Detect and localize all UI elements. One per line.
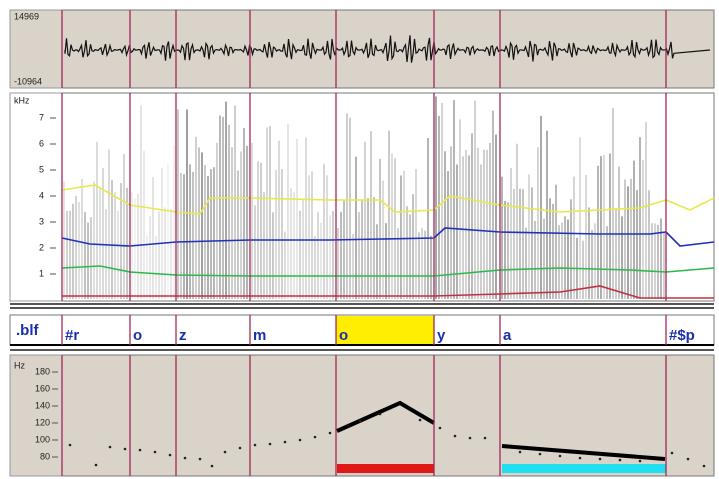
pitch-point xyxy=(419,419,422,422)
pitch-tick-label: 120 xyxy=(35,417,50,427)
spectrogram-tick-label: 3 xyxy=(39,216,44,226)
segment-label: #$p xyxy=(669,327,695,344)
pitch-point xyxy=(224,451,227,454)
pitch-point xyxy=(211,465,214,468)
pitch-point xyxy=(69,444,72,447)
pitch-tick-label: 180 xyxy=(35,366,50,376)
pitch-tick-label: 140 xyxy=(35,400,50,410)
spectrogram-axis xyxy=(10,93,62,301)
pitch-point xyxy=(124,448,127,451)
segment-label: y xyxy=(437,327,446,344)
analysis-window: 14969 -10964 kHz .blf #r o z m o y a #$p Hz 7 6 5… xyxy=(0,0,719,479)
stress-bar xyxy=(337,464,434,473)
stress-bar xyxy=(502,464,666,473)
pitch-point xyxy=(619,459,622,462)
pitch-point xyxy=(284,441,287,444)
pitch-point xyxy=(671,452,674,455)
pitch-point xyxy=(154,451,157,454)
pitch-point xyxy=(454,435,457,438)
pitch-point xyxy=(519,451,522,454)
pitch-point xyxy=(314,436,317,439)
pitch-point xyxy=(539,453,542,456)
segment-label: m xyxy=(253,327,266,344)
pitch-point xyxy=(639,460,642,463)
spectrogram-tick-label: 5 xyxy=(39,164,44,174)
pitch-tick-label: 160 xyxy=(35,383,50,393)
pitch-point xyxy=(329,432,332,435)
pitch-point xyxy=(599,458,602,461)
selected-segment xyxy=(336,316,434,344)
segment-label: z xyxy=(179,327,187,344)
pitch-point xyxy=(359,420,362,423)
pitch-point xyxy=(109,446,112,449)
pitch-unit: Hz xyxy=(14,360,25,370)
pitch-point xyxy=(439,427,442,430)
tier-name: .blf xyxy=(16,322,39,339)
spectrogram-unit: kHz xyxy=(14,95,30,105)
pitch-point xyxy=(254,444,257,447)
spectrogram-tick-label: 1 xyxy=(39,268,44,278)
pitch-point xyxy=(269,443,272,446)
spectrogram-tick-label: 4 xyxy=(39,190,44,200)
segment-label: o xyxy=(339,327,348,344)
pitch-point xyxy=(687,458,690,461)
pitch-point xyxy=(169,454,172,457)
pitch-point xyxy=(95,464,98,467)
pitch-tick-label: 80 xyxy=(40,451,50,461)
pitch-point xyxy=(469,437,472,440)
pitch-tick-label: 100 xyxy=(35,434,50,444)
segment-label: a xyxy=(503,327,512,344)
page: 14969 -10964 kHz .blf #r o z m o y a #$p Hz 7 6 5… xyxy=(0,0,719,479)
pitch-point xyxy=(579,457,582,460)
pitch-panel xyxy=(10,355,714,476)
pitch-point xyxy=(559,455,562,458)
waveform-min: -10964 xyxy=(14,76,42,86)
waveform-max: 14969 xyxy=(14,11,39,21)
spectrogram-tick-label: 7 xyxy=(39,112,44,122)
spectrogram-tick-label: 6 xyxy=(39,138,44,148)
segment-label: #r xyxy=(65,327,79,344)
pitch-point xyxy=(379,413,382,416)
pitch-point xyxy=(184,457,187,460)
pitch-point xyxy=(703,465,706,468)
pitch-point xyxy=(299,439,302,442)
pitch-point xyxy=(484,437,487,440)
spectrogram-tick-label: 2 xyxy=(39,242,44,252)
pitch-point xyxy=(139,449,142,452)
pitch-point xyxy=(239,447,242,450)
pitch-point xyxy=(199,458,202,461)
segment-label: o xyxy=(133,327,142,344)
